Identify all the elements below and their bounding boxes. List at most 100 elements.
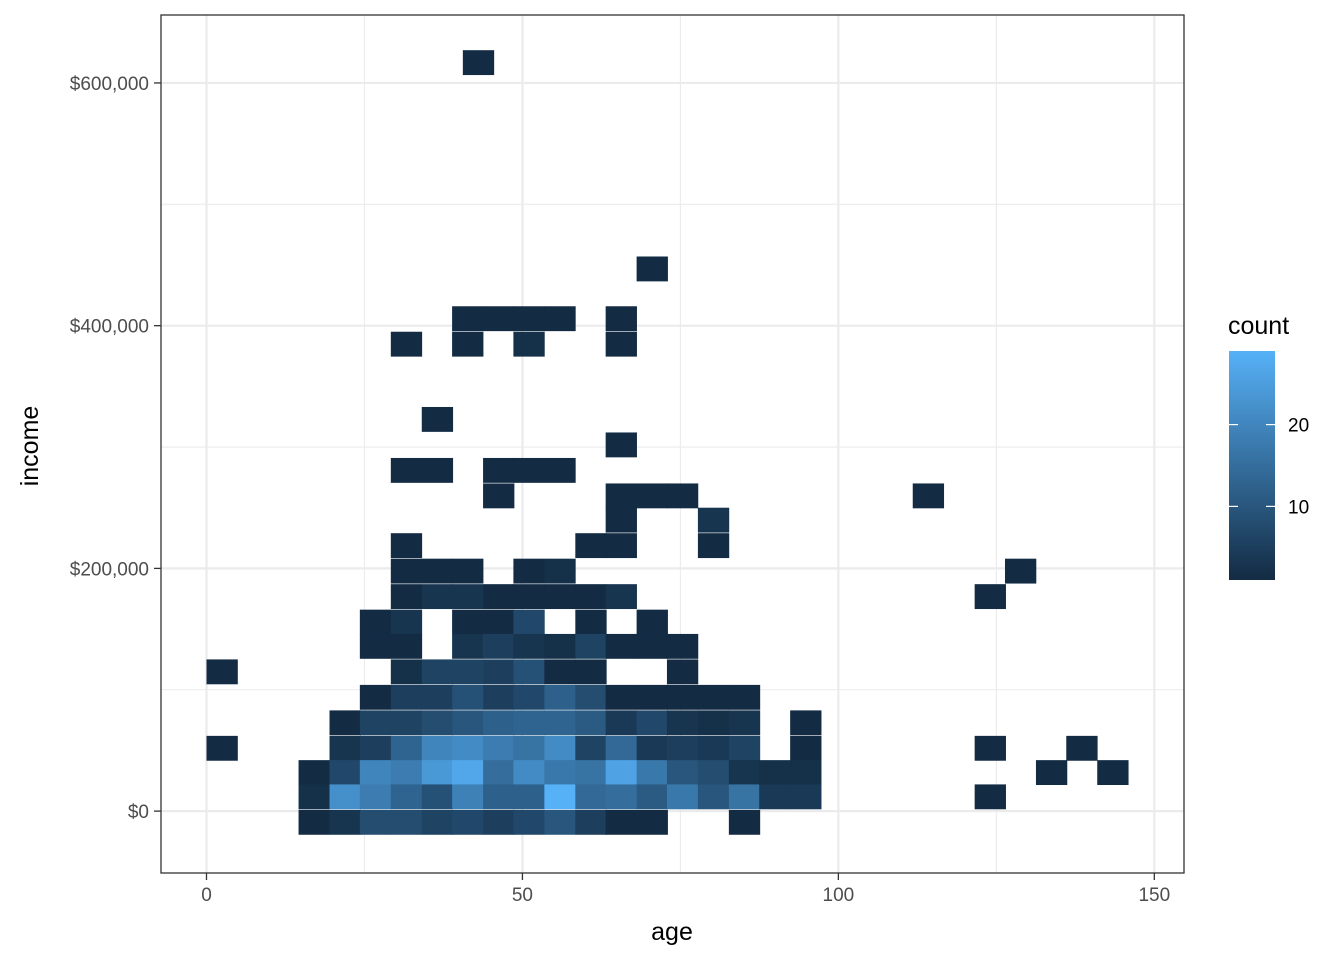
heatmap-tile xyxy=(390,809,423,835)
heatmap-tile xyxy=(575,710,607,736)
heatmap-tile xyxy=(452,684,484,710)
heatmap-tile xyxy=(666,684,699,710)
heatmap-tile xyxy=(390,609,423,635)
y-tick-label: $600,000 xyxy=(70,74,149,95)
heatmap-tile xyxy=(697,684,730,710)
heatmap-tile xyxy=(1097,760,1129,786)
heatmap-tile xyxy=(452,784,484,810)
legend-title: count xyxy=(1228,312,1289,340)
heatmap-tile xyxy=(513,457,545,483)
heatmap-tile xyxy=(359,760,392,786)
heatmap-tile xyxy=(298,809,330,835)
heatmap-tile xyxy=(390,558,423,584)
y-axis-title: income xyxy=(16,406,44,487)
heatmap-tile xyxy=(390,533,423,559)
heatmap-tile xyxy=(728,760,761,786)
heatmap-tile xyxy=(513,609,545,635)
heatmap-tile xyxy=(666,710,699,736)
heatmap-tile xyxy=(728,710,761,736)
heatmap-tile xyxy=(359,609,392,635)
heatmap-tile xyxy=(728,784,761,810)
heatmap-tile xyxy=(421,710,454,736)
heatmap-tile xyxy=(452,558,484,584)
legend: count 10 20 xyxy=(1228,312,1309,580)
heatmap-tile xyxy=(513,684,545,710)
heatmap-tile xyxy=(329,809,361,835)
heatmap-tile xyxy=(605,432,637,458)
heatmap-tile xyxy=(697,760,730,786)
x-tick-label: 100 xyxy=(823,885,855,906)
heatmap-tile xyxy=(390,784,423,810)
heatmap-tile xyxy=(575,584,607,610)
heatmap-tile xyxy=(636,760,668,786)
heatmap-tile xyxy=(421,684,454,710)
heatmap-tile xyxy=(666,659,699,685)
heatmap-tile xyxy=(513,659,545,685)
heatmap-tile xyxy=(1066,735,1098,761)
heatmap-tile xyxy=(605,784,637,810)
heatmap-tile xyxy=(790,784,822,810)
heatmap-tile xyxy=(605,507,637,533)
heatmap-tile xyxy=(452,331,484,357)
heatmap-tile xyxy=(390,331,423,357)
heatmap-tile xyxy=(359,809,392,835)
heatmap-tile xyxy=(483,483,515,509)
heatmap-tile xyxy=(421,809,454,835)
heatmap-tile xyxy=(544,735,576,761)
heatmap-tile xyxy=(421,406,454,432)
legend-tick-label: 10 xyxy=(1288,497,1309,518)
heatmap-tile xyxy=(974,735,1006,761)
heatmap-tile xyxy=(697,710,730,736)
x-axis: 0 50 100 150 xyxy=(201,873,1170,906)
heatmap-tile xyxy=(575,735,607,761)
heatmap-tile xyxy=(1004,558,1037,584)
heatmap-tile xyxy=(544,584,576,610)
heatmap-tile xyxy=(544,784,576,810)
plot-panel-border xyxy=(160,14,1185,874)
heatmap-tile xyxy=(452,584,484,610)
heatmap-tile xyxy=(666,760,699,786)
heatmap-tile xyxy=(329,760,361,786)
heatmap-tile xyxy=(390,760,423,786)
heatmap-tile xyxy=(636,784,668,810)
heatmap-tile xyxy=(513,784,545,810)
heatmap-tile xyxy=(575,784,607,810)
heatmap-tile xyxy=(666,483,699,509)
heatmap-tile xyxy=(605,809,637,835)
heatmap-tile xyxy=(483,784,515,810)
heatmap-tile xyxy=(483,584,515,610)
heatmap-tile xyxy=(359,633,392,659)
heatmap-tile xyxy=(697,735,730,761)
heatmap-tile xyxy=(421,784,454,810)
heatmap-tile xyxy=(636,735,668,761)
heatmap-tile xyxy=(759,784,791,810)
heatmap-tile xyxy=(359,684,392,710)
heatmap-tile xyxy=(636,633,668,659)
legend-colorbar xyxy=(1229,351,1275,580)
heatmap-tile xyxy=(513,633,545,659)
heatmap-tile xyxy=(452,710,484,736)
heatmap-tile xyxy=(697,784,730,810)
heatmap-tile xyxy=(206,659,238,685)
heatmap-tile xyxy=(390,659,423,685)
heatmap-tile xyxy=(513,331,545,357)
heatmap-tile xyxy=(329,735,361,761)
heatmap-tile xyxy=(605,584,637,610)
heatmap-tile xyxy=(298,760,330,786)
heatmap-tile xyxy=(452,633,484,659)
heatmap-tile xyxy=(329,784,361,810)
heatmap-tile xyxy=(666,735,699,761)
y-axis: $0 $200,000 $400,000 $600,000 xyxy=(70,74,161,823)
heatmap-tile xyxy=(575,533,607,559)
heatmap-tile xyxy=(483,710,515,736)
grid-minor-lines xyxy=(161,15,1184,873)
heatmap-tile xyxy=(462,50,495,76)
heatmap-tile xyxy=(636,684,668,710)
heatmap-tile xyxy=(636,710,668,736)
heatmap-tile xyxy=(759,760,791,786)
heatmap-tile xyxy=(483,609,515,635)
y-tick-label: $400,000 xyxy=(70,317,149,338)
heatmap-tile xyxy=(544,457,576,483)
heatmap-tile xyxy=(544,659,576,685)
heatmap-tile xyxy=(544,306,576,332)
